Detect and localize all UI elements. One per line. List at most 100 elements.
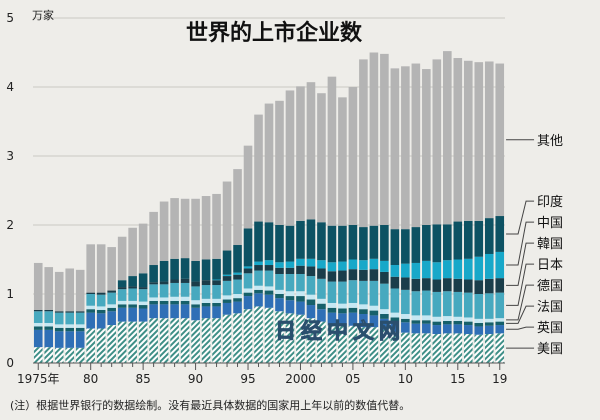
bar-segment-1982-1 bbox=[107, 311, 116, 326]
bar-segment-1978-8 bbox=[65, 268, 75, 312]
bar-segment-1988-7 bbox=[170, 258, 179, 280]
bar-segment-1994-2 bbox=[233, 298, 242, 302]
bar-segment-2002-4 bbox=[317, 278, 326, 299]
bar-segment-1981-5 bbox=[96, 292, 106, 295]
bar-segment-1996-1 bbox=[254, 293, 263, 307]
bar-segment-1994-8 bbox=[233, 169, 242, 246]
bar-segment-2005-2 bbox=[348, 307, 358, 313]
bar-segment-2014-0 bbox=[443, 333, 452, 363]
legend-label-1: 英国 bbox=[537, 321, 563, 336]
x-tick-label-2019: 19 bbox=[492, 372, 507, 386]
bar-segment-2017-8 bbox=[474, 62, 484, 221]
bar-segment-2015-2 bbox=[453, 320, 463, 325]
bar-segment-2006-5 bbox=[359, 269, 368, 281]
bar-segment-1976-5 bbox=[44, 309, 54, 312]
bar-segment-1998-3 bbox=[275, 289, 284, 294]
legend-label-7: 印度 bbox=[537, 194, 563, 210]
bar-segment-2003-5 bbox=[327, 271, 337, 282]
bar-segment-2008-3 bbox=[380, 309, 389, 315]
bar-segment-1987-5 bbox=[159, 281, 169, 285]
bar-segment-2011-7 bbox=[411, 227, 421, 263]
bar-segment-2006-8 bbox=[359, 59, 368, 228]
bar-segment-1978-0 bbox=[65, 347, 75, 363]
bar-segment-2018-3 bbox=[484, 318, 494, 323]
bar-segment-2005-1 bbox=[348, 312, 358, 326]
bar-segment-1980-3 bbox=[86, 305, 95, 310]
bar-segment-2003-8 bbox=[327, 76, 337, 226]
bar-segment-1995-7 bbox=[243, 228, 253, 267]
bar-segment-1992-1 bbox=[212, 306, 221, 319]
bar-segment-2009-6 bbox=[390, 265, 400, 277]
bar-segment-2008-4 bbox=[380, 283, 389, 310]
bar-segment-1997-4 bbox=[264, 270, 274, 287]
bar-segment-2002-8 bbox=[317, 93, 326, 223]
bar-segment-1980-2 bbox=[86, 309, 95, 313]
bar-segment-2013-8 bbox=[432, 59, 442, 225]
bar-segment-1999-5 bbox=[285, 267, 295, 274]
bar-segment-2012-0 bbox=[422, 333, 431, 363]
bar-segment-1989-2 bbox=[180, 300, 190, 305]
bar-segment-2006-2 bbox=[359, 309, 368, 315]
bar-segment-1999-8 bbox=[285, 90, 295, 226]
bar-segment-1994-0 bbox=[233, 313, 242, 363]
bar-segment-2011-1 bbox=[411, 323, 421, 334]
bar-segment-2011-5 bbox=[411, 278, 421, 292]
bar-segment-1997-8 bbox=[264, 103, 274, 223]
bar-segment-1997-6 bbox=[264, 260, 274, 266]
bar-segment-2010-6 bbox=[401, 263, 410, 278]
watermark: 日经中文网 bbox=[275, 319, 405, 343]
bar-segment-1975-5 bbox=[33, 309, 43, 312]
bar-segment-1977-3 bbox=[54, 324, 64, 328]
bar-segment-2012-6 bbox=[422, 260, 431, 279]
bar-segment-2006-4 bbox=[359, 280, 368, 305]
bar-segment-2017-0 bbox=[474, 334, 484, 363]
bar-segment-1993-5 bbox=[222, 276, 232, 281]
bar-segment-2000-0 bbox=[296, 314, 305, 363]
bar-segment-1982-5 bbox=[107, 290, 116, 293]
bar-segment-1992-2 bbox=[212, 302, 221, 307]
bar-segment-1988-4 bbox=[170, 282, 179, 297]
bar-segment-1997-0 bbox=[264, 307, 274, 363]
legend-leader-7 bbox=[506, 200, 535, 235]
bar-segment-1979-1 bbox=[75, 331, 85, 348]
bar-segment-1977-0 bbox=[54, 347, 64, 363]
bar-segment-1995-6 bbox=[243, 266, 253, 269]
legend-label-0: 美国 bbox=[537, 342, 563, 357]
bar-segment-2019-1 bbox=[495, 325, 505, 334]
bar-segment-1975-8 bbox=[33, 262, 43, 310]
bar-segment-1991-1 bbox=[201, 306, 211, 319]
bar-segment-2014-3 bbox=[443, 316, 452, 321]
bar-segment-1976-3 bbox=[44, 322, 54, 327]
bar-segment-2005-6 bbox=[348, 259, 358, 270]
bar-segment-1989-1 bbox=[180, 304, 190, 319]
legend-leader-5 bbox=[506, 242, 535, 286]
y-tick-label-1: 1 bbox=[6, 287, 14, 301]
bar-segment-2001-1 bbox=[306, 305, 316, 319]
bar-segment-1995-5 bbox=[243, 268, 253, 274]
bar-segment-1983-0 bbox=[117, 321, 127, 363]
bar-segment-1997-5 bbox=[264, 265, 274, 271]
bar-segment-1979-0 bbox=[75, 347, 85, 363]
bar-segment-1992-7 bbox=[212, 258, 221, 280]
bar-segment-1993-7 bbox=[222, 250, 232, 275]
bar-segment-1986-0 bbox=[149, 318, 158, 363]
bar-segment-2004-1 bbox=[338, 313, 347, 326]
bar-segment-2009-1 bbox=[390, 321, 400, 332]
bar-segment-2003-6 bbox=[327, 262, 337, 272]
bar-segment-2013-5 bbox=[432, 279, 442, 292]
bar-segment-1987-3 bbox=[159, 297, 169, 301]
bar-segment-1989-5 bbox=[180, 278, 190, 283]
bar-segment-2019-4 bbox=[495, 292, 505, 319]
legend-label-6: 中国 bbox=[537, 216, 563, 231]
bar-segment-1988-3 bbox=[170, 296, 179, 301]
bar-segment-1992-6 bbox=[212, 279, 221, 281]
bar-segment-2018-8 bbox=[484, 61, 494, 219]
bar-segment-1992-8 bbox=[212, 193, 221, 259]
bar-segment-1975-4 bbox=[33, 311, 43, 323]
chart-title: 世界的上市企业数 bbox=[186, 20, 363, 46]
bar-segment-2006-0 bbox=[359, 327, 368, 363]
bar-segment-2010-1 bbox=[401, 322, 410, 333]
bar-segment-1987-8 bbox=[159, 201, 169, 261]
